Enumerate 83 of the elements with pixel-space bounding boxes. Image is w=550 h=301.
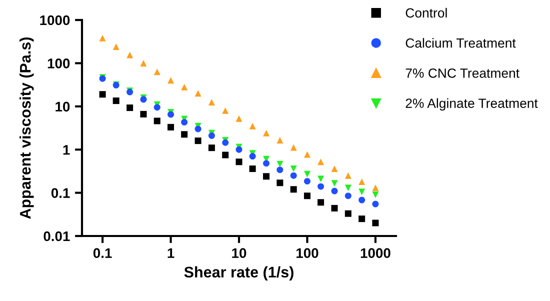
point	[208, 132, 215, 139]
point	[154, 118, 160, 124]
point	[358, 178, 366, 186]
point	[290, 172, 297, 179]
point	[263, 160, 270, 167]
y-axis-title: Apparent viscosity (Pa.s)	[20, 37, 34, 219]
point	[318, 176, 324, 182]
point	[249, 153, 256, 160]
point	[263, 173, 270, 180]
point	[344, 172, 352, 179]
point	[304, 151, 310, 158]
y-tick-label: 1000	[40, 15, 70, 26]
x-tick-label: 0.1	[93, 248, 112, 258]
point	[168, 124, 174, 130]
point	[140, 110, 147, 118]
point	[126, 104, 134, 112]
legend-label: 7% CNC Treatment	[406, 68, 520, 78]
point	[331, 204, 338, 212]
point	[276, 136, 284, 144]
point	[331, 180, 338, 187]
point	[372, 184, 379, 192]
point	[249, 122, 256, 130]
point	[249, 166, 256, 172]
y-tick-label: 10	[56, 102, 70, 112]
legend-label: Control	[406, 8, 447, 18]
point	[304, 170, 310, 178]
point	[99, 91, 106, 98]
point	[236, 146, 242, 153]
legend-label: Calcium Treatment	[406, 38, 516, 48]
point	[194, 90, 202, 97]
point	[344, 184, 352, 192]
point	[372, 200, 379, 208]
point	[222, 139, 229, 146]
point	[181, 118, 188, 126]
point	[372, 220, 379, 226]
point	[358, 188, 366, 196]
point	[331, 188, 338, 194]
point	[331, 166, 338, 172]
x-tick-label: 10	[232, 248, 246, 258]
point	[290, 166, 297, 172]
point	[208, 98, 215, 106]
point	[236, 158, 242, 166]
point	[290, 144, 297, 151]
point	[181, 84, 188, 90]
point	[372, 192, 379, 198]
point	[276, 180, 284, 186]
point	[304, 178, 310, 185]
point	[276, 160, 284, 168]
y-tick-label: 0.01	[44, 231, 70, 242]
y-tick-label: 1	[63, 145, 70, 155]
point	[194, 126, 202, 132]
point	[181, 131, 188, 138]
point	[276, 166, 284, 174]
point	[344, 192, 352, 200]
point	[99, 34, 106, 42]
point	[318, 199, 324, 206]
point	[140, 60, 147, 66]
point	[126, 52, 134, 58]
y-tick-label: 0.1	[51, 188, 70, 198]
point	[112, 44, 120, 50]
point	[318, 158, 324, 166]
point	[154, 104, 160, 111]
point	[358, 196, 366, 204]
point	[304, 192, 310, 200]
point	[222, 152, 229, 158]
legend-label: 2% Alginate Treatment	[406, 98, 538, 111]
point	[263, 130, 270, 136]
point	[318, 183, 324, 190]
y-tick-label: 100	[48, 58, 70, 68]
point	[236, 115, 242, 122]
point	[358, 216, 366, 222]
point	[112, 98, 120, 104]
point	[290, 186, 297, 193]
point	[168, 77, 174, 84]
x-tick-label: 1000	[360, 248, 390, 258]
point	[208, 144, 215, 152]
point	[344, 210, 352, 217]
point	[154, 68, 160, 76]
point	[194, 138, 202, 144]
x-tick-label: 1	[168, 248, 174, 258]
point	[222, 107, 229, 114]
x-axis-title: Shear rate (1/s)	[184, 266, 294, 281]
x-tick-label: 100	[296, 248, 318, 258]
